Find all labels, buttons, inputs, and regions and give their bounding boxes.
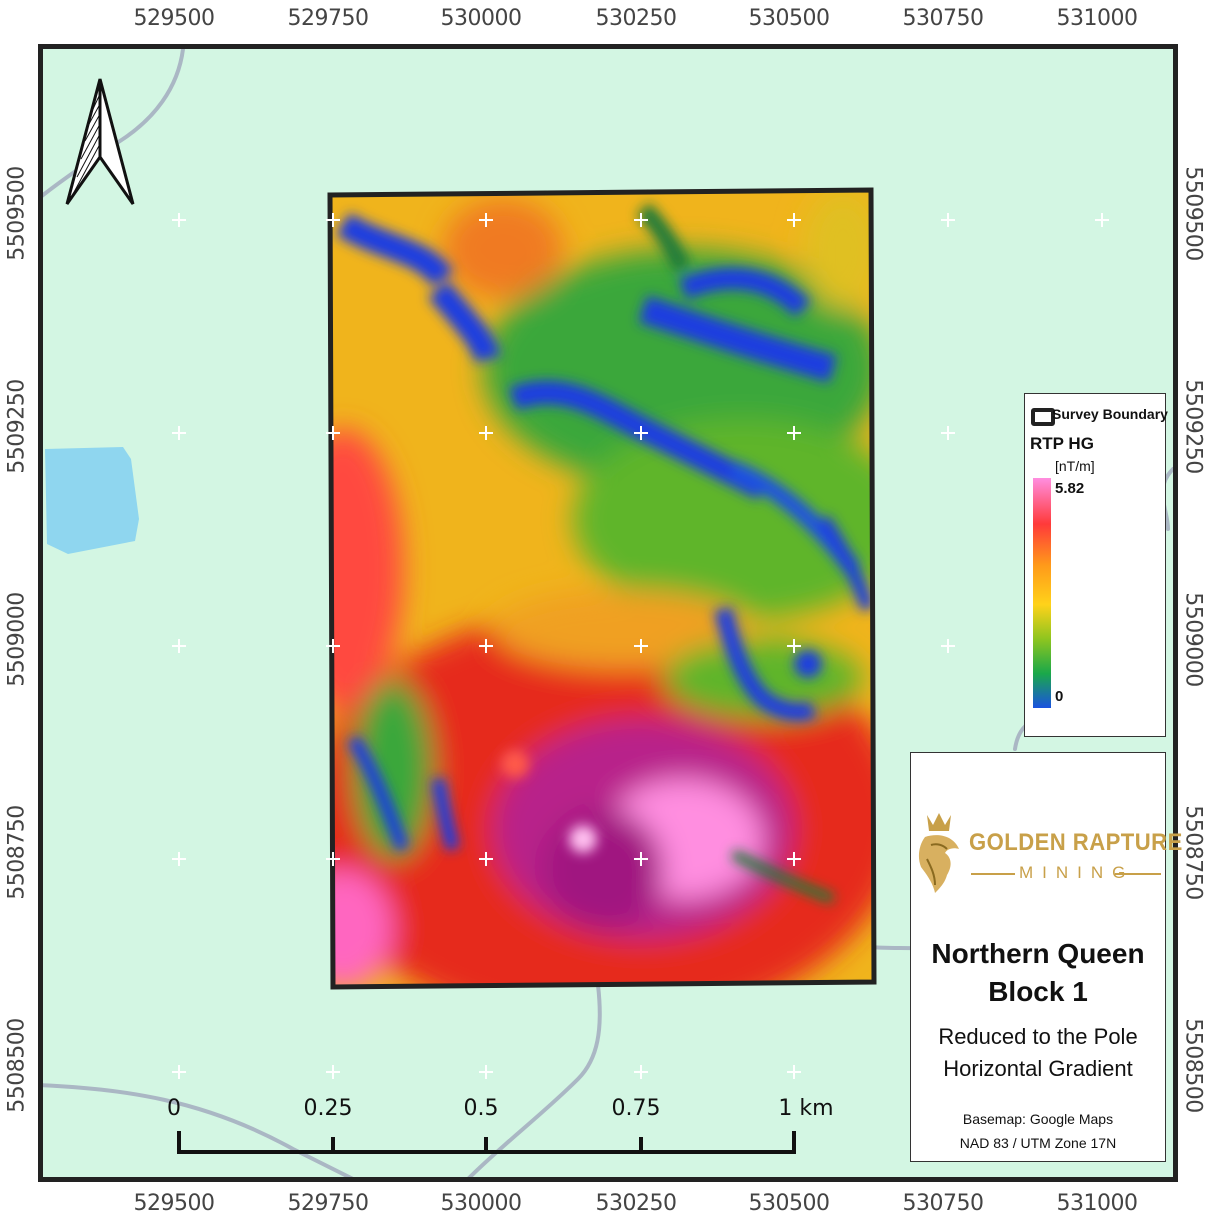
- logo-text: GOLDEN RAPTURE: [969, 829, 1183, 856]
- easting-label: 531000: [1056, 6, 1138, 31]
- easting-label: 530750: [902, 6, 984, 31]
- easting-label: 530500: [748, 6, 830, 31]
- scale-label: 0.25: [303, 1096, 353, 1121]
- scale-label: 0.75: [611, 1096, 661, 1121]
- map-title-line2: Block 1: [988, 976, 1088, 1007]
- scale-label: 0: [167, 1096, 181, 1121]
- road: [43, 49, 185, 198]
- northing-label: 5508750: [4, 805, 30, 900]
- scale-label: 0.5: [463, 1096, 499, 1121]
- map-title: Northern Queen Block 1: [911, 935, 1165, 1011]
- northing-label: 5509250: [4, 379, 30, 474]
- map-credits: Basemap: Google Maps NAD 83 / UTM Zone 1…: [911, 1107, 1165, 1155]
- legend-layer-title: RTP HG: [1030, 434, 1094, 453]
- easting-label: 531000: [1056, 1191, 1138, 1216]
- map-subtitle-line2: Horizontal Gradient: [943, 1056, 1133, 1081]
- logo-rule-left: [971, 873, 1015, 875]
- northing-label: 5508500: [1180, 1018, 1206, 1113]
- northing-label: 5509500: [4, 166, 30, 261]
- easting-label: 529750: [287, 6, 369, 31]
- legend: Survey Boundary RTP HG [nT/m] 5.82 0: [1024, 393, 1168, 737]
- easting-label: 530750: [902, 1191, 984, 1216]
- map-subtitle-line1: Reduced to the Pole: [938, 1024, 1138, 1049]
- basemap-credit: Basemap: Google Maps: [962, 1111, 1114, 1127]
- easting-label: 530500: [748, 1191, 830, 1216]
- survey-boundary-swatch: [1031, 408, 1055, 426]
- logo-subtext: MINING: [1019, 863, 1135, 882]
- map-title-line1: Northern Queen: [931, 938, 1145, 969]
- legend-min-value: 0: [1055, 688, 1064, 705]
- northing-label: 5509250: [1180, 379, 1206, 474]
- northing-label: 5509000: [1180, 592, 1206, 687]
- grid-markers: [172, 213, 1109, 1079]
- northing-label: 5509000: [4, 592, 30, 687]
- road: [869, 945, 917, 951]
- northing-label: 5509500: [1180, 166, 1206, 261]
- map-layers: [43, 49, 1173, 1177]
- plus-icon: [172, 213, 1109, 1079]
- projection-text: NAD 83 / UTM Zone 17N: [959, 1135, 1117, 1151]
- logo-rule-right: [1115, 873, 1161, 875]
- legend-boundary-label: Survey Boundary: [1052, 406, 1168, 422]
- scale-bar: [177, 1131, 796, 1154]
- survey-boundary: [327, 187, 877, 990]
- easting-label: 529500: [133, 1191, 215, 1216]
- title-block: GOLDEN RAPTURE MINING Northern Queen Blo…: [910, 752, 1182, 1162]
- map-subtitle: Reduced to the Pole Horizontal Gradient: [911, 1021, 1165, 1085]
- easting-label: 530000: [440, 1191, 522, 1216]
- easting-label: 530250: [595, 6, 677, 31]
- eagle-logo-icon: [918, 813, 959, 893]
- legend-max-value: 5.82: [1055, 480, 1085, 497]
- easting-label: 529500: [133, 6, 215, 31]
- northing-label: 5508750: [1180, 805, 1206, 900]
- water-body: [45, 447, 139, 554]
- easting-label: 529750: [287, 1191, 369, 1216]
- color-ramp: [1033, 478, 1051, 708]
- easting-label: 530000: [440, 6, 522, 31]
- northing-label: 5508500: [4, 1018, 30, 1113]
- easting-label: 530250: [595, 1191, 677, 1216]
- legend-units: [nT/m]: [1055, 458, 1095, 474]
- road: [43, 1083, 354, 1177]
- north-arrow-icon: [65, 78, 135, 205]
- survey-raster: [330, 190, 874, 987]
- company-logo: GOLDEN RAPTURE MINING: [917, 809, 1182, 895]
- scale-end-label: 1 km: [778, 1096, 834, 1121]
